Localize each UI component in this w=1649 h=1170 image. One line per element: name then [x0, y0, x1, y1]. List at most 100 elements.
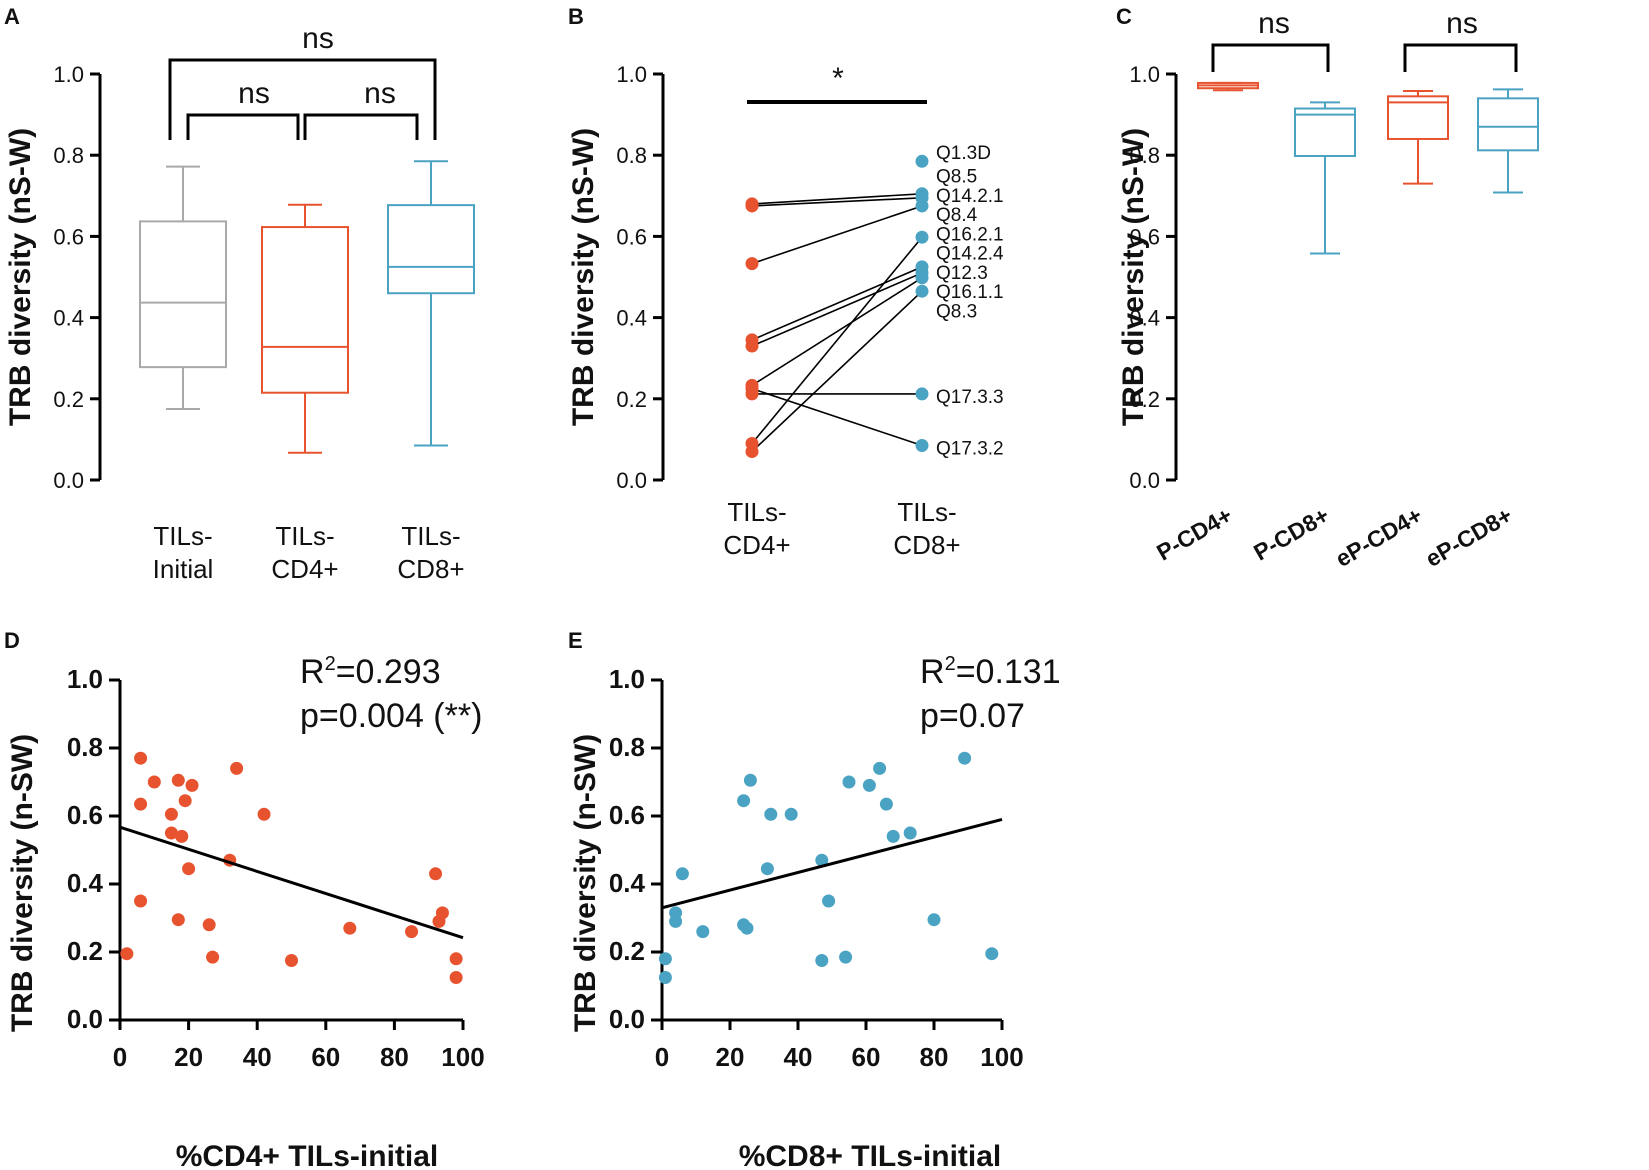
- panel-d-point-16: [230, 761, 244, 775]
- panel-e-y-tick-label-3: 0.6: [609, 800, 645, 830]
- sample-label-3: Q8.4: [936, 205, 978, 226]
- panel-a-y-tick-label-1: 0.2: [53, 387, 84, 412]
- panel-e-y-tick-label-5: 1.0: [609, 664, 645, 694]
- pair-9-line: [751, 290, 923, 453]
- panel-d-point-10: [178, 794, 192, 808]
- pair-7-cd4-point: [745, 382, 759, 396]
- panel-e-x-tick-label-4: 80: [920, 1042, 949, 1072]
- panel-a-y-tick-label-2: 0.4: [53, 306, 84, 331]
- panel-e-r-prefix: R: [920, 653, 945, 691]
- pair-5-line: [751, 277, 923, 387]
- panel-e-point-6: [737, 794, 751, 808]
- panel-c-y-axis-label: TRB diversity (nS-W): [1117, 128, 1150, 426]
- pair-2-cd8-point: [915, 199, 929, 213]
- panel-e-y-tick-label-4: 0.8: [609, 732, 645, 762]
- pair-5-cd8-point: [915, 271, 929, 285]
- panel-e-points: [658, 751, 1003, 984]
- panel-d-point-6: [164, 826, 178, 840]
- panel-c-bracket-label-0: ns: [1258, 7, 1290, 40]
- panel-e-x-axis-label: %CD8+ TILs-initial: [739, 1140, 1002, 1170]
- panel-e-x-tick-label-0: 0: [655, 1042, 669, 1072]
- panel-e-point-19: [873, 761, 887, 775]
- panel-d-point-9: [175, 829, 189, 843]
- panel-e-y-axis-label: TRB diversity (n-SW): [569, 734, 602, 1032]
- panel-d-fit-line: [119, 825, 464, 940]
- panel-c-category-label-2: eP-CD4+: [1331, 502, 1426, 572]
- panel-b-categories: TILs-CD4+TILs-CD8+: [723, 497, 960, 560]
- panel-e-point-14: [815, 954, 829, 967]
- pair-8-line: [751, 236, 923, 444]
- panel-e-point-23: [927, 913, 941, 927]
- panel-d-point-13: [202, 918, 216, 932]
- panel-e-y-tick-label-0: 0.0: [609, 1004, 645, 1034]
- box-1-iqr: [1294, 107, 1356, 158]
- panel-b-label: B: [568, 4, 584, 29]
- panel-b-y-tick-label-3: 0.6: [616, 224, 647, 249]
- pair-9-cd4-point: [745, 445, 759, 459]
- panel-d-point-8: [171, 913, 185, 927]
- panel-c-category-label-1: P-CD8+: [1249, 502, 1333, 566]
- panel-d-x-axis-label: %CD4+ TILs-initial: [176, 1140, 439, 1170]
- panel-a-category-0-line-1: Initial: [153, 554, 214, 584]
- panel-d-points: [119, 751, 464, 984]
- panel-c-category-3: eP-CD8+: [1421, 502, 1516, 572]
- panel-d-point-3: [134, 894, 148, 908]
- panel-e-point-11: [760, 862, 774, 876]
- panel-a-bracket-label-2: ns: [364, 77, 396, 110]
- panel-e-y-tick-label-1: 0.2: [609, 936, 645, 966]
- panel-d-point-0: [120, 947, 134, 961]
- panel-c-y-tick-label-3: 0.6: [1129, 224, 1160, 249]
- panel-d-y-tick-label-5: 1.0: [67, 664, 103, 694]
- panel-d-point-20: [405, 925, 419, 939]
- panel-e-x-tick-label-2: 40: [784, 1042, 813, 1072]
- panel-b-pairs: Q1.3DQ8.5Q14.2.1Q8.4Q16.2.1Q14.2.4Q12.3Q…: [745, 143, 1004, 460]
- panel-d-point-25: [449, 971, 463, 984]
- panel-c-significance: ns ns: [1211, 7, 1518, 72]
- panel-a-category-2-line-1: CD8+: [397, 554, 464, 584]
- panel-a-bracket-1: [186, 113, 300, 140]
- panel-b-category-0-line-0: TILs-: [727, 497, 786, 527]
- sample-label-10: Q17.3.2: [936, 439, 1004, 460]
- panel-d-y-tick-label-0: 0.0: [67, 1004, 103, 1034]
- panel-d-point-5: [164, 807, 178, 821]
- panel-a-category-1-line-1: CD4+: [271, 554, 338, 584]
- panel-b-y-tick-label-2: 0.4: [616, 306, 647, 331]
- panel-d-point-19: [343, 921, 357, 935]
- panel-b-y-tick-label-0: 0.0: [616, 468, 647, 493]
- sample-label-2: Q14.2.1: [936, 186, 1004, 207]
- sample-label-8: Q8.3: [936, 301, 977, 322]
- panel-c-bracket-1: [1403, 43, 1518, 72]
- panel-c-y-tick-label-2: 0.4: [1129, 306, 1160, 331]
- panel-d-r-squared: R2=0.293: [300, 653, 441, 691]
- panel-e-point-8: [740, 921, 754, 935]
- panel-d-point-11: [182, 862, 196, 876]
- panel-e-y-tick-label-2: 0.4: [609, 868, 646, 898]
- pair-2-cd4-point: [745, 257, 759, 271]
- panel-b-y-tick-label-4: 0.8: [616, 143, 647, 168]
- panel-b-y-tick-label-5: 1.0: [616, 62, 647, 87]
- panel-d-r-superscript: 2: [325, 653, 336, 675]
- panel-e-fit-line: [661, 817, 1003, 910]
- panel-e-point-25: [985, 947, 999, 961]
- panel-d-point-17: [257, 807, 271, 821]
- panel-e-point-17: [842, 775, 856, 789]
- panel-e-point-22: [903, 826, 917, 840]
- panel-b-significance: *: [747, 62, 927, 104]
- box-1-iqr: [261, 226, 349, 394]
- panel-b-y-axis: 0.0 0.2 0.4 0.6 0.8 1.0: [616, 62, 665, 493]
- panel-c-y-tick-label-4: 0.8: [1129, 143, 1160, 168]
- panel-d-point-2: [134, 797, 148, 811]
- panel-e-point-9: [743, 773, 757, 787]
- sample-label-5: Q14.2.4: [936, 244, 1004, 265]
- panel-c-y-tick-label-5: 1.0: [1129, 62, 1160, 87]
- panel-b-y-tick-label-1: 0.2: [616, 387, 647, 412]
- panel-a-bracket-label-1: ns: [238, 77, 270, 110]
- panel-d-y-tick-label-2: 0.4: [67, 868, 104, 898]
- panel-a-y-axis-label: TRB diversity (nS-W): [4, 128, 37, 426]
- sample-label-9: Q17.3.3: [936, 387, 1004, 408]
- panel-d-point-7: [171, 773, 185, 787]
- pair-0-line: [751, 192, 923, 205]
- panel-a-boxes: [139, 160, 475, 454]
